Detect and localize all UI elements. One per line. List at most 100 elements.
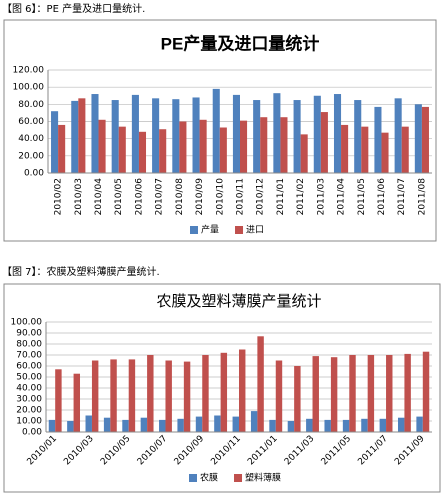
x-tick-label: 2011/03 — [316, 178, 326, 215]
y-tick-label: 70.00 — [16, 351, 42, 361]
y-tick-label: 100.00 — [13, 83, 45, 93]
bar — [330, 357, 338, 432]
bar — [287, 421, 295, 432]
chart-title: 农膜及塑料薄膜产量统计 — [156, 292, 321, 310]
bar — [212, 88, 220, 173]
bar — [152, 98, 160, 173]
x-tick-label: 2010/02 — [54, 178, 64, 215]
bar — [300, 134, 308, 173]
bar — [179, 121, 187, 173]
bar — [341, 124, 349, 173]
bar — [73, 373, 81, 432]
bar — [342, 419, 350, 432]
legend-label: 塑料薄膜 — [245, 472, 281, 484]
bar — [51, 111, 59, 173]
legend-swatch — [235, 226, 244, 234]
y-tick-label: 30.00 — [16, 395, 42, 405]
y-tick-label: 40.00 — [16, 384, 42, 394]
bar — [306, 418, 313, 432]
x-tick-label: 2010/10 — [215, 178, 225, 216]
x-tick-label: 2010/07 — [155, 178, 165, 215]
bar — [240, 120, 248, 173]
y-tick-label: 20.00 — [18, 151, 44, 161]
bar — [195, 416, 203, 432]
bar — [367, 355, 375, 432]
bar — [71, 100, 79, 173]
bar — [422, 351, 430, 432]
bar — [199, 119, 207, 173]
y-tick-label: 60.00 — [16, 362, 42, 372]
y-tick-label: 0.00 — [24, 169, 44, 179]
legend-swatch — [189, 474, 197, 482]
bar — [269, 419, 276, 432]
legend-label: 农膜 — [200, 472, 218, 484]
y-tick-label: 60.00 — [18, 117, 44, 127]
bar — [183, 361, 191, 432]
bar — [294, 366, 301, 432]
bar — [320, 112, 328, 173]
bar — [67, 421, 74, 432]
bar — [421, 106, 429, 173]
y-tick-label: 120.00 — [13, 66, 45, 76]
bar — [232, 94, 240, 173]
bar — [397, 417, 405, 432]
bar — [257, 336, 264, 432]
bar — [379, 418, 387, 432]
x-tick-label: 2011/08 — [417, 178, 427, 216]
bar — [280, 117, 288, 173]
x-tick-label: 2010/08 — [175, 178, 185, 216]
bar — [177, 418, 184, 432]
legend-label: 进口 — [246, 225, 264, 236]
x-tick-label: 2011/04 — [337, 178, 347, 216]
bar — [147, 355, 154, 432]
y-tick-label: 80.00 — [16, 340, 42, 350]
bar — [404, 353, 411, 432]
bar — [91, 94, 99, 173]
legend-swatch — [190, 226, 198, 234]
x-tick-label: 2011/02 — [296, 178, 306, 215]
x-tick-label: 2010/05 — [114, 178, 124, 215]
bar — [122, 419, 129, 432]
bar — [138, 131, 147, 173]
bar — [159, 419, 166, 432]
bar — [414, 104, 422, 173]
bar — [131, 94, 139, 173]
bar — [354, 100, 362, 173]
x-tick-label: 2010/03 — [74, 178, 84, 215]
y-tick-label: 10.00 — [16, 417, 42, 427]
caption: 【图 6】：PE 产量及进口量统计. — [2, 2, 145, 15]
y-tick-label: 0.00 — [22, 428, 42, 438]
bar — [232, 416, 239, 432]
bar — [416, 416, 423, 432]
bar — [313, 95, 321, 173]
bar — [55, 369, 62, 432]
bar — [140, 417, 148, 432]
bar — [361, 126, 369, 173]
bar — [333, 94, 342, 173]
bar — [103, 417, 111, 432]
y-tick-label: 100.00 — [11, 318, 43, 328]
bar — [361, 418, 368, 432]
x-tick-label: 2011/06 — [377, 178, 387, 216]
bar — [250, 411, 258, 432]
x-tick-label: 2010/04 — [94, 178, 104, 216]
x-tick-label: 2011/01 — [276, 178, 286, 215]
bar — [118, 126, 126, 173]
x-tick-label: 2010/12 — [256, 178, 266, 215]
bar — [85, 415, 92, 432]
y-tick-label: 20.00 — [16, 406, 42, 416]
bar — [260, 117, 268, 173]
bar — [165, 360, 172, 432]
bar — [312, 356, 319, 432]
bar — [239, 349, 246, 432]
bar — [192, 97, 200, 173]
bar — [110, 359, 117, 432]
y-tick-label: 40.00 — [18, 134, 44, 144]
y-tick-label: 50.00 — [16, 373, 42, 383]
bar — [48, 419, 56, 432]
x-tick-label: 2010/06 — [134, 178, 144, 216]
bar — [219, 127, 227, 173]
bar — [349, 355, 356, 432]
bar — [374, 106, 382, 173]
bar — [394, 98, 402, 173]
